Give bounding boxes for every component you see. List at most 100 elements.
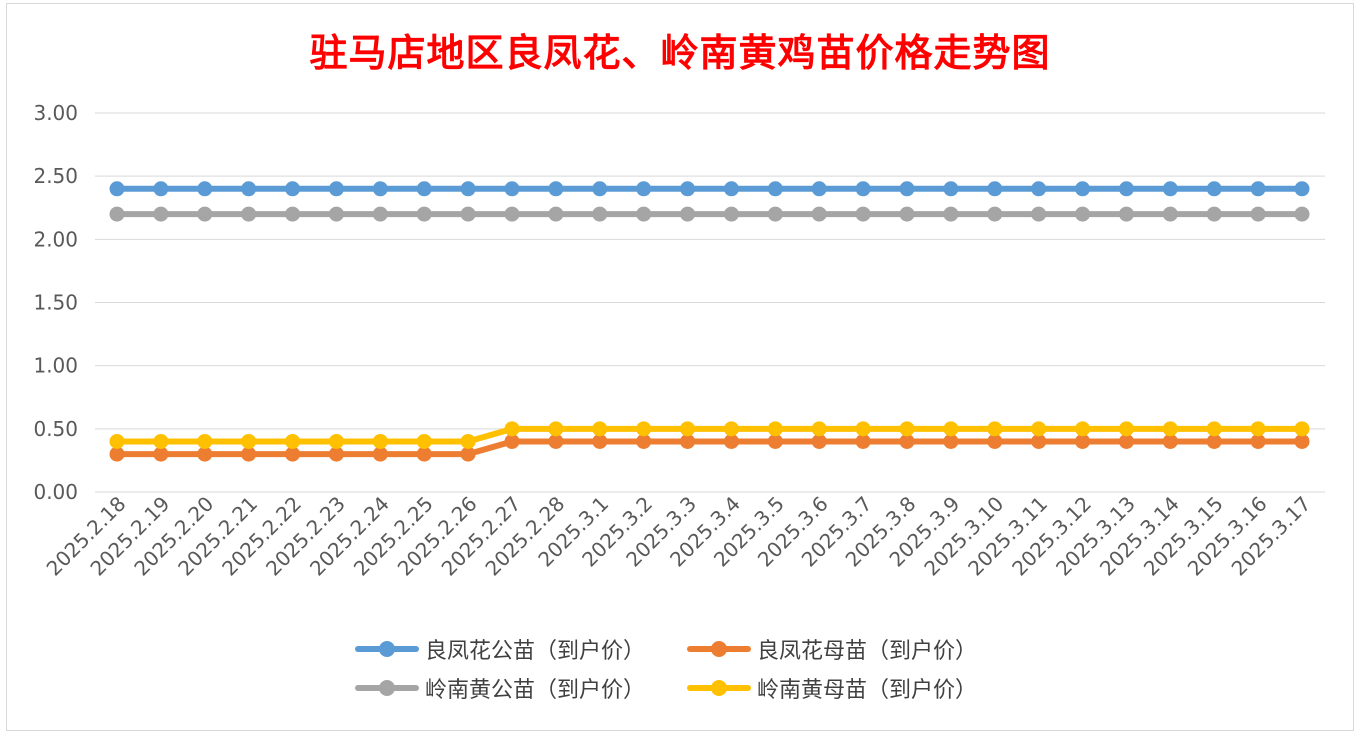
data-point	[1206, 181, 1222, 197]
data-point	[899, 206, 915, 222]
series-1	[109, 181, 1310, 197]
legend-dot	[711, 640, 727, 657]
data-point	[855, 206, 871, 222]
data-point	[899, 181, 915, 197]
legend-marker	[355, 640, 419, 657]
y-tick-label: 3.00	[33, 101, 78, 125]
data-point	[153, 446, 169, 462]
data-point	[943, 433, 959, 449]
data-point	[1206, 206, 1222, 222]
data-point	[109, 181, 125, 197]
data-point	[592, 421, 608, 437]
data-point	[109, 446, 125, 462]
data-point	[1031, 206, 1047, 222]
legend-marker	[687, 679, 751, 696]
data-point	[1031, 433, 1047, 449]
data-point	[548, 421, 564, 437]
data-point	[592, 433, 608, 449]
data-point	[328, 206, 344, 222]
series-3	[109, 206, 1310, 222]
x-axis: 2025.2.182025.2.192025.2.202025.2.212025…	[42, 492, 1316, 581]
data-point	[1206, 421, 1222, 437]
data-point	[460, 446, 476, 462]
data-point	[1250, 433, 1266, 449]
data-point	[241, 446, 257, 462]
data-point	[680, 206, 696, 222]
legend-label: 良凤花母苗（到户价）	[757, 638, 978, 664]
data-point	[416, 181, 432, 197]
data-point	[723, 181, 739, 197]
data-point	[592, 181, 608, 197]
data-point	[372, 206, 388, 222]
data-point	[197, 433, 213, 449]
data-point	[811, 433, 827, 449]
data-point	[241, 433, 257, 449]
data-point	[1031, 421, 1047, 437]
data-point	[855, 421, 871, 437]
data-point	[241, 181, 257, 197]
y-tick-label: 1.50	[33, 291, 78, 315]
data-point	[372, 181, 388, 197]
series-2	[109, 433, 1310, 462]
data-point	[680, 421, 696, 437]
data-point	[767, 421, 783, 437]
data-point	[987, 181, 1003, 197]
data-point	[1118, 206, 1134, 222]
data-point	[153, 206, 169, 222]
data-point	[460, 206, 476, 222]
data-point	[899, 421, 915, 437]
data-point	[548, 181, 564, 197]
legend-item: 良凤花公苗（到户价）	[355, 632, 687, 665]
data-point	[1075, 421, 1091, 437]
data-point	[1118, 433, 1134, 449]
data-point	[811, 181, 827, 197]
data-point	[855, 181, 871, 197]
legend-label: 良凤花公苗（到户价）	[425, 638, 646, 664]
legend-dot	[711, 679, 727, 696]
data-point	[328, 181, 344, 197]
data-point	[285, 206, 301, 222]
data-point	[504, 421, 520, 437]
data-point	[153, 181, 169, 197]
y-tick-label: 0.00	[33, 480, 78, 504]
data-point	[460, 433, 476, 449]
data-point	[1075, 206, 1091, 222]
data-point	[592, 206, 608, 222]
series-group	[109, 181, 1310, 462]
gridlines	[95, 112, 1325, 493]
data-point	[1294, 181, 1310, 197]
data-point	[109, 433, 125, 449]
data-point	[767, 433, 783, 449]
data-point	[548, 206, 564, 222]
data-point	[767, 181, 783, 197]
data-point	[460, 181, 476, 197]
series-line	[114, 438, 1305, 458]
data-point	[285, 433, 301, 449]
legend: 良凤花公苗（到户价） 良凤花母苗（到户价） 岭南黄公苗（到户价） 岭南黄母苗（到户价）	[355, 632, 1055, 704]
data-point	[1206, 433, 1222, 449]
legend-label: 岭南黄公苗（到户价）	[425, 677, 646, 703]
data-point	[723, 433, 739, 449]
data-point	[504, 181, 520, 197]
legend-label: 岭南黄母苗（到户价）	[757, 677, 978, 703]
data-point	[1118, 181, 1134, 197]
data-point	[855, 433, 871, 449]
data-point	[504, 433, 520, 449]
y-tick-label: 2.00	[33, 227, 78, 251]
data-point	[811, 206, 827, 222]
legend-item: 良凤花母苗（到户价）	[687, 632, 1017, 665]
legend-item: 岭南黄母苗（到户价）	[687, 671, 1017, 704]
data-point	[548, 433, 564, 449]
data-point	[1162, 206, 1178, 222]
data-point	[636, 181, 652, 197]
data-point	[1118, 421, 1134, 437]
data-point	[285, 446, 301, 462]
data-point	[416, 206, 432, 222]
data-point	[1294, 433, 1310, 449]
y-tick-label: 1.00	[33, 354, 78, 378]
data-point	[1250, 181, 1266, 197]
data-point	[328, 446, 344, 462]
data-point	[723, 206, 739, 222]
data-point	[943, 206, 959, 222]
